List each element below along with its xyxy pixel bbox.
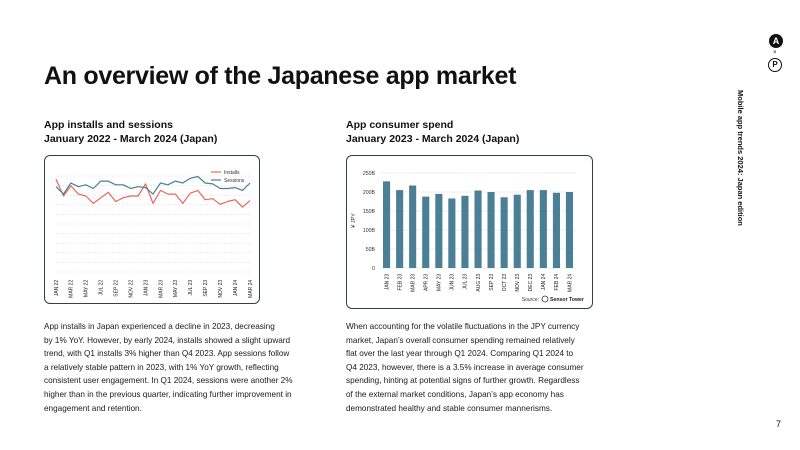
- x-tick-label: MAY 23: [173, 280, 179, 298]
- right-heading-daterange: January 2023 - March 2024 (Japan): [346, 133, 520, 145]
- left-heading-title: App installs and sessions: [44, 119, 173, 131]
- x-tick-label: MAR 23: [158, 280, 164, 298]
- x-tick-label: DEC 23: [528, 274, 534, 292]
- consumer-spend-chart-card: 0 50B 100B 150B 200B 250B ¥ JPY JAN 23 FEB 23 MAR…: [346, 155, 593, 309]
- x-tick-label: JAN 23: [143, 280, 149, 297]
- left-section-heading: App installs and sessions January 2022 -…: [44, 118, 217, 146]
- right-body-line: Q4 2023, however, there is a 3.5% increa…: [346, 362, 584, 372]
- bar: [409, 185, 417, 268]
- bar: [487, 192, 495, 268]
- page-number: 7: [776, 419, 782, 429]
- right-section-heading: App consumer spend January 2023 - March …: [346, 118, 519, 146]
- bar: [448, 198, 456, 268]
- x-tick-label: JUL 22: [99, 280, 105, 296]
- bar: [396, 190, 404, 268]
- left-body-line: consistent user engagement. In Q1 2024, …: [44, 376, 293, 386]
- y-tick-label: 0: [372, 266, 375, 272]
- y-tick-label: 50B: [366, 247, 376, 253]
- x-tick-label: SEP 22: [114, 280, 120, 297]
- right-body-line: market, Japan’s overall consumer spendin…: [346, 335, 575, 345]
- source-label: Source:: [522, 297, 539, 303]
- left-body-line: higher than in the previous quarter, ind…: [44, 389, 292, 399]
- x-tick-label: OCT 23: [502, 274, 508, 292]
- right-heading-title: App consumer spend: [346, 119, 454, 131]
- y-tick-label: 250B: [363, 171, 376, 177]
- series-line-sessions: [55, 175, 251, 195]
- x-tick-label: MAR 24: [248, 280, 254, 298]
- right-body-line: When accounting for the volatile fluctua…: [346, 322, 580, 331]
- logo-separator: ×: [773, 50, 777, 56]
- x-tick-label: MAR 22: [69, 280, 75, 298]
- x-tick-label: NOV 23: [218, 280, 224, 298]
- legend-label: Sessions: [224, 178, 245, 184]
- left-body-line: a relatively stable pattern in 2023, wit…: [44, 362, 279, 372]
- x-tick-label: JAN 22: [54, 280, 60, 297]
- series-line-installs: [55, 179, 251, 208]
- brand-logo-a-icon: A: [769, 34, 783, 48]
- left-body-line: engagement and retention.: [44, 403, 142, 413]
- x-tick-label: MAR 24: [567, 274, 573, 292]
- y-tick-label: 200B: [363, 190, 376, 196]
- source-brand: Sensor Tower: [550, 297, 584, 303]
- x-tick-label: SEP 23: [203, 280, 209, 297]
- x-tick-label: APR 23: [424, 274, 430, 291]
- x-tick-label: JUL 23: [188, 280, 194, 296]
- left-heading-daterange: January 2022 - March 2024 (Japan): [44, 133, 218, 145]
- x-tick-label: MAR 23: [411, 274, 417, 292]
- left-body-text: App installs in Japan experienced a decl…: [44, 320, 326, 415]
- left-body-line: by 1% YoY. However, by early 2024, insta…: [44, 335, 291, 345]
- consumer-spend-bar-chart: 0 50B 100B 150B 200B 250B ¥ JPY JAN 23 FEB 23 MAR…: [351, 171, 584, 303]
- x-tick-label: JAN 24: [541, 274, 547, 291]
- x-tick-label: JUN 23: [450, 274, 456, 291]
- side-report-title: Mobile app trends 2024: Japan edition: [736, 90, 745, 226]
- x-tick-label: FEB 23: [397, 274, 403, 291]
- sensor-tower-logo-icon: [541, 295, 549, 303]
- y-tick-label: 150B: [363, 209, 376, 215]
- bar: [565, 192, 573, 268]
- bar: [461, 195, 469, 268]
- x-tick-label: AUG 23: [476, 274, 482, 292]
- x-tick-label: MAY 22: [84, 280, 90, 298]
- right-body-line: spending, hinting at potential signs of …: [346, 376, 580, 386]
- page-title: An overview of the Japanese app market: [44, 62, 517, 90]
- right-body-line: of the external market conditions, Japan…: [346, 389, 564, 399]
- left-body-line: App installs in Japan experienced a decl…: [44, 322, 275, 331]
- x-tick-label: NOV 22: [128, 280, 134, 298]
- right-body-text: When accounting for the volatile fluctua…: [346, 320, 636, 415]
- x-tick-label: JAN 24: [233, 280, 239, 297]
- right-body-line: demonstrated healthy and stable consumer…: [346, 403, 553, 413]
- left-body-line: trend, with Q1 installs 3% higher than Q…: [44, 349, 290, 359]
- y-axis-label: ¥ JPY: [351, 213, 357, 228]
- bar: [500, 197, 508, 268]
- right-body-line: flat over the last year through Q1 2024.…: [346, 349, 574, 359]
- y-tick-label: 100B: [363, 228, 376, 234]
- bar: [383, 181, 391, 268]
- bar: [435, 193, 443, 268]
- installs-sessions-chart-card: Installs Sessions JAN 22 MAR 22 MAY 22 JUL 22…: [44, 155, 260, 304]
- x-tick-label: JAN 23: [384, 274, 390, 291]
- bar: [513, 194, 521, 268]
- bar: [552, 192, 560, 268]
- x-tick-label: MAY 23: [437, 274, 443, 292]
- x-tick-label: SEP 23: [489, 274, 495, 291]
- bar: [539, 190, 547, 268]
- installs-sessions-line-chart: Installs Sessions JAN 22 MAR 22 MAY 22 JUL 22…: [54, 170, 254, 298]
- bar: [526, 190, 534, 268]
- bar: [422, 196, 430, 268]
- x-tick-label: NOV 23: [515, 274, 521, 292]
- legend-label: Installs: [224, 170, 240, 176]
- brand-logo-p-icon: P: [768, 58, 782, 72]
- bar: [474, 190, 482, 268]
- x-tick-label: JUL 23: [463, 274, 469, 290]
- x-tick-label: FEB 24: [554, 274, 560, 291]
